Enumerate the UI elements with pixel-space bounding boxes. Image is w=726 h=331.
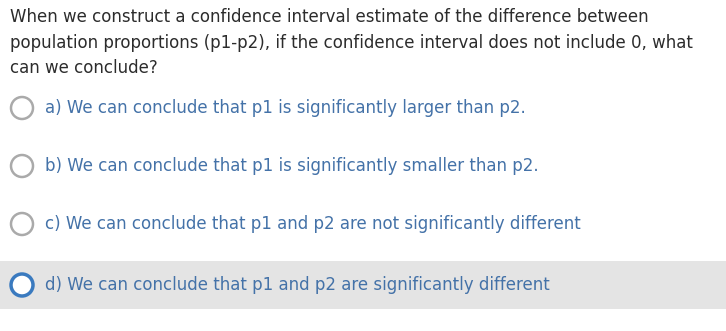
Ellipse shape [11, 213, 33, 235]
FancyBboxPatch shape [0, 261, 726, 309]
Text: When we construct a confidence interval estimate of the difference between
popul: When we construct a confidence interval … [10, 8, 693, 77]
Text: a) We can conclude that p1 is significantly larger than p2.: a) We can conclude that p1 is significan… [45, 99, 526, 117]
Text: c) We can conclude that p1 and p2 are not significantly different: c) We can conclude that p1 and p2 are no… [45, 215, 581, 233]
Text: b) We can conclude that p1 is significantly smaller than p2.: b) We can conclude that p1 is significan… [45, 157, 539, 175]
Ellipse shape [11, 97, 33, 119]
Text: d) We can conclude that p1 and p2 are significantly different: d) We can conclude that p1 and p2 are si… [45, 276, 550, 294]
Ellipse shape [11, 274, 33, 296]
Ellipse shape [11, 155, 33, 177]
